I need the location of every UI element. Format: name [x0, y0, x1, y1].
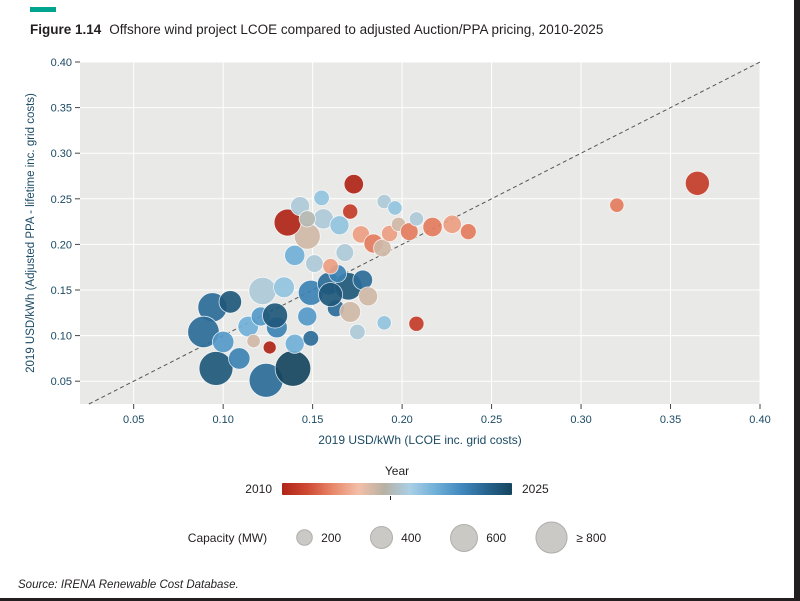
capacity-legend-items: 200 400 600 ≥ 800	[295, 520, 606, 555]
data-point	[408, 211, 424, 227]
accent-bar	[30, 7, 56, 12]
capacity-swatch-label: 600	[486, 530, 507, 545]
data-point	[302, 330, 320, 347]
x-tick-label: 0.15	[302, 414, 323, 426]
year-legend: Year 2010 2025	[0, 464, 794, 500]
data-point	[373, 238, 392, 258]
x-tick-label: 0.05	[123, 414, 144, 426]
data-point	[349, 323, 366, 341]
capacity-legend-item: 400	[369, 525, 421, 550]
data-point	[684, 170, 710, 196]
data-point	[262, 340, 277, 355]
data-point	[284, 244, 306, 266]
year-legend-min: 2010	[245, 482, 272, 496]
data-point	[358, 286, 379, 307]
year-legend-title: Year	[384, 464, 410, 478]
year-legend-max: 2025	[522, 482, 549, 496]
y-tick-label: 0.10	[51, 331, 72, 343]
capacity-swatch-label: ≥ 800	[576, 530, 607, 545]
x-tick-label: 0.35	[660, 414, 681, 426]
data-point	[298, 210, 316, 228]
data-point	[387, 200, 403, 216]
data-point	[399, 222, 419, 241]
axes: 0.05 0.10 0.15 0.20 0.25 0.30 0.35 0.40 0.05 0.10…	[25, 57, 771, 447]
y-tick-label: 0.15	[51, 285, 72, 297]
year-colorbar-wrap	[282, 483, 512, 500]
x-tick-label: 0.20	[391, 414, 412, 426]
capacity-swatch-circle	[535, 521, 568, 554]
data-point	[422, 216, 443, 238]
data-point	[329, 215, 350, 236]
data-point	[408, 315, 425, 332]
figure-label: Figure 1.14	[30, 22, 102, 37]
capacity-swatch-circle	[450, 523, 479, 552]
capacity-legend-item: 600	[449, 523, 506, 553]
capacity-legend: Capacity (MW) 200 400 600 ≥ 800	[0, 520, 794, 555]
data-point	[274, 350, 312, 387]
year-colorbar	[282, 483, 512, 495]
data-point	[218, 290, 242, 314]
data-point	[376, 315, 392, 331]
data-point	[313, 189, 330, 207]
x-axis-label: 2019 USD/kWh (LCOE inc. grid costs)	[318, 433, 521, 447]
capacity-swatch-label: 400	[401, 530, 422, 545]
data-point	[198, 351, 234, 386]
data-point	[609, 197, 625, 213]
y-tick-label: 0.20	[51, 239, 72, 251]
y-tick-label: 0.05	[51, 376, 72, 388]
data-point	[297, 306, 318, 327]
data-point	[273, 276, 295, 299]
data-point	[335, 243, 355, 262]
capacity-swatch-circle	[370, 526, 394, 549]
figure-title: Figure 1.14 Offshore wind project LCOE co…	[30, 22, 603, 37]
data-point	[228, 347, 251, 370]
capacity-legend-item: ≥ 800	[534, 520, 606, 555]
capacity-legend-item: 200	[295, 528, 341, 547]
x-tick-label: 0.40	[749, 414, 770, 426]
y-tick-label: 0.40	[51, 57, 72, 69]
scatter-chart: 0.05 0.10 0.15 0.20 0.25 0.30 0.35 0.40 0.05 0.10…	[25, 57, 771, 447]
data-point	[305, 254, 324, 273]
capacity-swatch-label: 200	[321, 530, 342, 545]
x-tick-label: 0.30	[570, 414, 591, 426]
y-axis-label: 2019 USD/kWh (Adjusted PPA - lifetime in…	[25, 93, 37, 373]
data-point	[284, 333, 305, 354]
data-point	[248, 276, 277, 306]
capacity-swatch-circle	[296, 529, 313, 546]
figure-title-text: Offshore wind project LCOE compared to a…	[109, 22, 604, 37]
y-tick-label: 0.30	[51, 148, 72, 160]
capacity-legend-title: Capacity (MW)	[187, 530, 268, 545]
data-point	[212, 330, 235, 354]
x-tick-label: 0.10	[212, 414, 233, 426]
data-points	[187, 170, 710, 398]
data-point	[343, 174, 364, 195]
y-tick-label: 0.35	[51, 103, 72, 115]
data-point	[459, 223, 477, 241]
data-point	[318, 282, 343, 308]
data-point	[322, 258, 339, 275]
plot-area	[80, 62, 760, 404]
colorbar-tick	[390, 496, 392, 500]
gridlines	[80, 61, 761, 404]
data-point	[339, 301, 362, 323]
data-point	[442, 214, 462, 234]
x-tick-label: 0.25	[481, 414, 502, 426]
data-point	[262, 302, 288, 329]
data-point	[246, 333, 261, 349]
data-point	[342, 203, 359, 220]
source-note: Source: IRENA Renewable Cost Database.	[18, 579, 239, 591]
y-tick-label: 0.25	[51, 194, 72, 206]
